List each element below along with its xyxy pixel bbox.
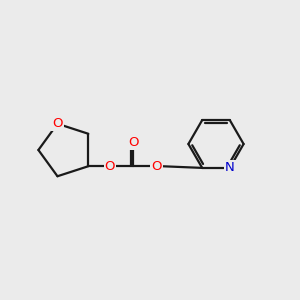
Text: N: N bbox=[225, 161, 235, 174]
Text: O: O bbox=[52, 117, 63, 130]
Text: O: O bbox=[152, 160, 162, 173]
Text: O: O bbox=[128, 136, 139, 149]
Text: O: O bbox=[105, 160, 115, 173]
